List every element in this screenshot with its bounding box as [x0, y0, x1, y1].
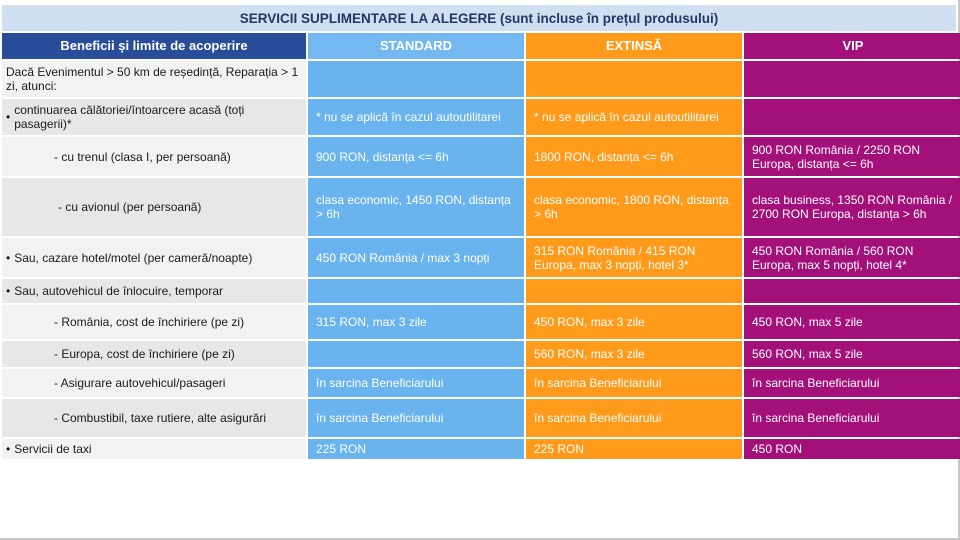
- row-label: Servicii de taxi: [2, 439, 306, 459]
- cell-extinsa: [526, 279, 742, 303]
- cell-extinsa: 560 RON, max 3 zile: [526, 341, 742, 367]
- table-title: SERVICII SUPLIMENTARE LA ALEGERE (sunt i…: [2, 5, 956, 31]
- cell-standard: 315 RON, max 3 zile: [308, 305, 524, 339]
- cell-vip: 450 RON România / 560 RON Europa, max 5 …: [744, 238, 960, 277]
- row-label: Sau, autovehicul de înlocuire, temporar: [2, 279, 306, 303]
- row-label: - Combustibil, taxe rutiere, alte asigur…: [2, 399, 306, 437]
- cell-vip: în sarcina Beneficiarului: [744, 399, 960, 437]
- cell-vip: 560 RON, max 5 zile: [744, 341, 960, 367]
- cell-extinsa: clasa economic, 1800 RON, distanța > 6h: [526, 178, 742, 236]
- cell-extinsa: 315 RON România / 415 RON Europa, max 3 …: [526, 238, 742, 277]
- cell-standard: în sarcina Beneficiarului: [308, 399, 524, 437]
- cell-extinsa: 450 RON, max 3 zile: [526, 305, 742, 339]
- cell-standard: * nu se aplică în cazul autoutilitarei: [308, 99, 524, 135]
- row-label: continuarea călătoriei/întoarcere acasă …: [2, 99, 306, 135]
- cell-standard: 450 RON România / max 3 nopți: [308, 238, 524, 277]
- row-label: - Europa, cost de închiriere (pe zi): [2, 341, 306, 367]
- cell-extinsa: 1800 RON, distanța <= 6h: [526, 137, 742, 176]
- row-label: - România, cost de închiriere (pe zi): [2, 305, 306, 339]
- cell-vip: 450 RON: [744, 439, 960, 459]
- row-label: - cu avionul (per persoană): [2, 178, 306, 236]
- benefits-table: Beneficii și limite de acoperire STANDAR…: [2, 33, 960, 459]
- cell-standard: [308, 61, 524, 97]
- cell-vip: 450 RON, max 5 zile: [744, 305, 960, 339]
- cell-extinsa: [526, 61, 742, 97]
- cell-extinsa: * nu se aplică în cazul autoutilitarei: [526, 99, 742, 135]
- cell-standard: 225 RON: [308, 439, 524, 459]
- cell-standard: în sarcina Beneficiarului: [308, 369, 524, 397]
- cell-extinsa: în sarcina Beneficiarului: [526, 399, 742, 437]
- cell-extinsa: în sarcina Beneficiarului: [526, 369, 742, 397]
- header-standard: STANDARD: [308, 33, 524, 59]
- header-extinsa: EXTINSĂ: [526, 33, 742, 59]
- cell-extinsa: 225 RON: [526, 439, 742, 459]
- header-vip: VIP: [744, 33, 960, 59]
- cell-vip: [744, 99, 960, 135]
- cell-standard: [308, 341, 524, 367]
- cell-standard: clasa economic, 1450 RON, distanța > 6h: [308, 178, 524, 236]
- cell-standard: [308, 279, 524, 303]
- row-label: - Asigurare autovehicul/pasageri: [2, 369, 306, 397]
- row-label: Dacă Evenimentul > 50 km de reședință, R…: [2, 61, 306, 97]
- cell-standard: 900 RON, distanța <= 6h: [308, 137, 524, 176]
- cell-vip: 900 RON România / 2250 RON Europa, dista…: [744, 137, 960, 176]
- cell-vip: [744, 279, 960, 303]
- cell-vip: clasa business, 1350 RON România / 2700 …: [744, 178, 960, 236]
- cell-vip: în sarcina Beneficiarului: [744, 369, 960, 397]
- row-label: - cu trenul (clasa I, per persoană): [2, 137, 306, 176]
- cell-vip: [744, 61, 960, 97]
- header-benefits: Beneficii și limite de acoperire: [2, 33, 306, 59]
- row-label: Sau, cazare hotel/motel (per cameră/noap…: [2, 238, 306, 277]
